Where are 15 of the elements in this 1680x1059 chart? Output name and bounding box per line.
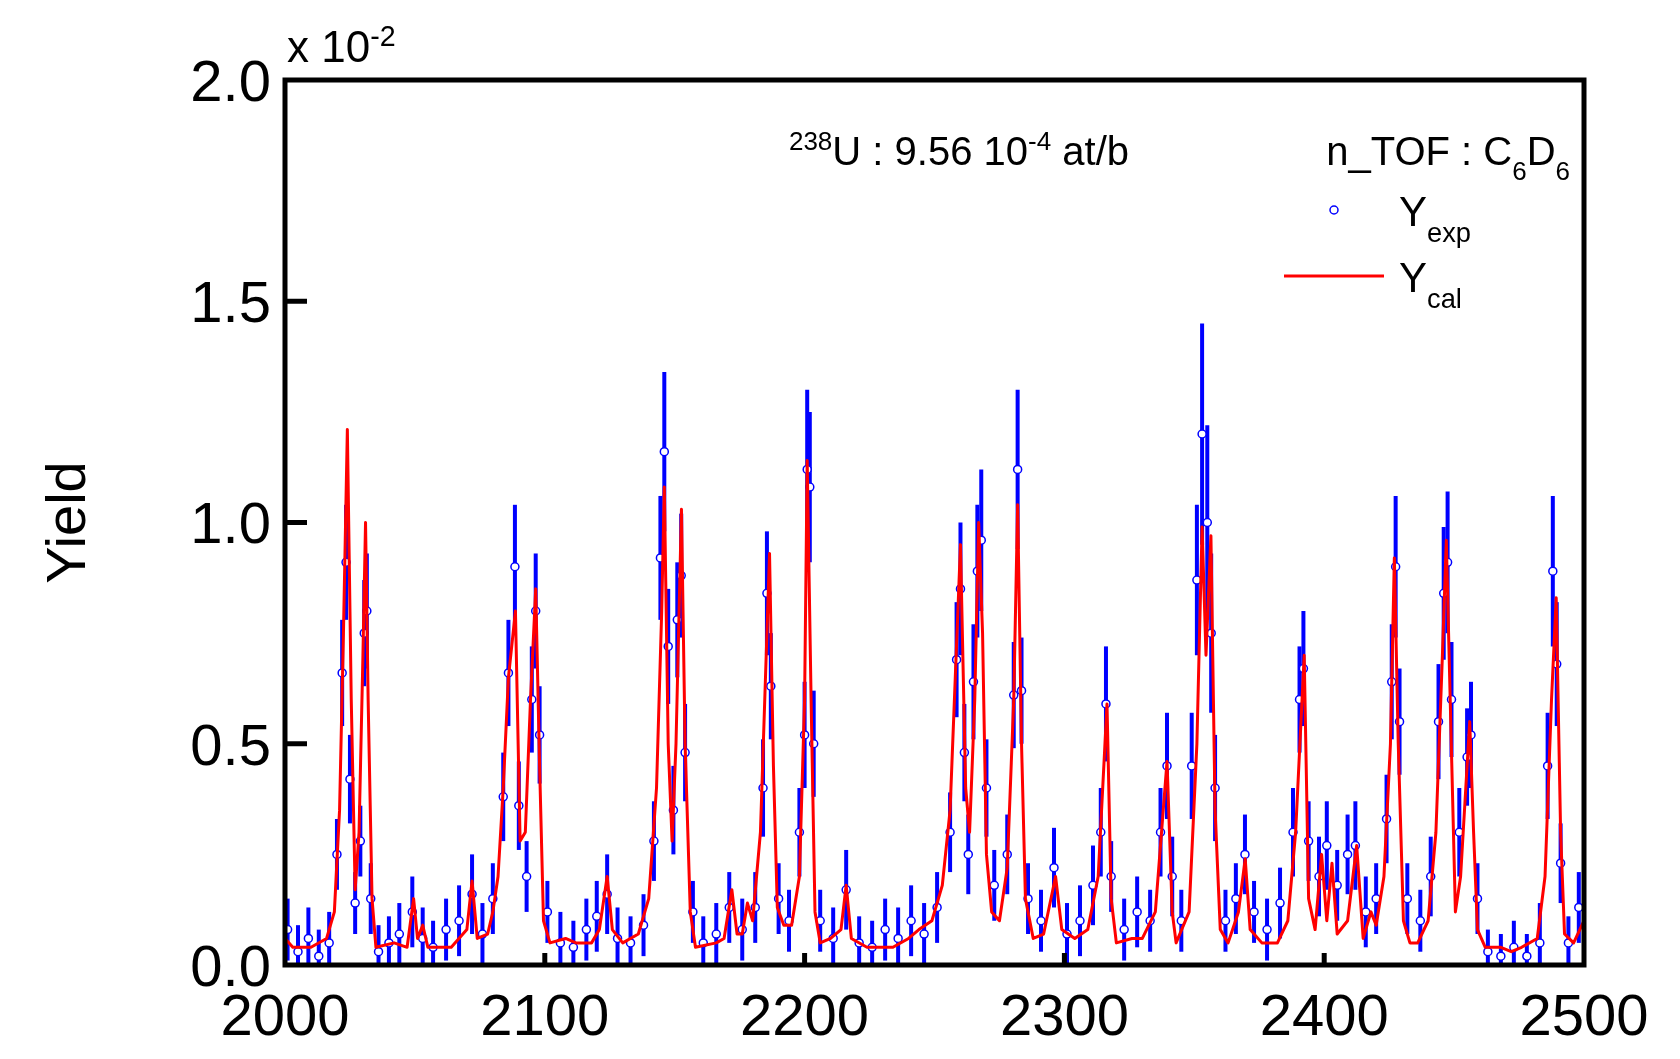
- y-tick-label: 0.5: [190, 711, 271, 777]
- x-tick-label: 2200: [740, 982, 870, 1047]
- x-tick-label: 2400: [1259, 982, 1389, 1047]
- y-tick-label: 1.5: [190, 269, 271, 335]
- y-tick-label: 1.0: [190, 490, 271, 556]
- annotation: n_TOF : C$_{6}$D$_{6}$: [1326, 129, 1570, 186]
- x-tick-label: 2100: [480, 982, 610, 1047]
- x-tick-label: 2300: [999, 982, 1129, 1047]
- x-tick-label: 2500: [1519, 982, 1649, 1047]
- y-tick-label: 2.0: [190, 47, 271, 113]
- legend-label: Y$_{cal}$: [1399, 254, 1462, 314]
- legend-label: Y$_{exp}$: [1399, 188, 1472, 248]
- y-axis-title: Yield: [34, 461, 97, 584]
- text: x 10$^{-2}$: [287, 20, 396, 71]
- annotation: $^{238}$U : 9.56 10$^{-4}$ at/b: [788, 126, 1129, 173]
